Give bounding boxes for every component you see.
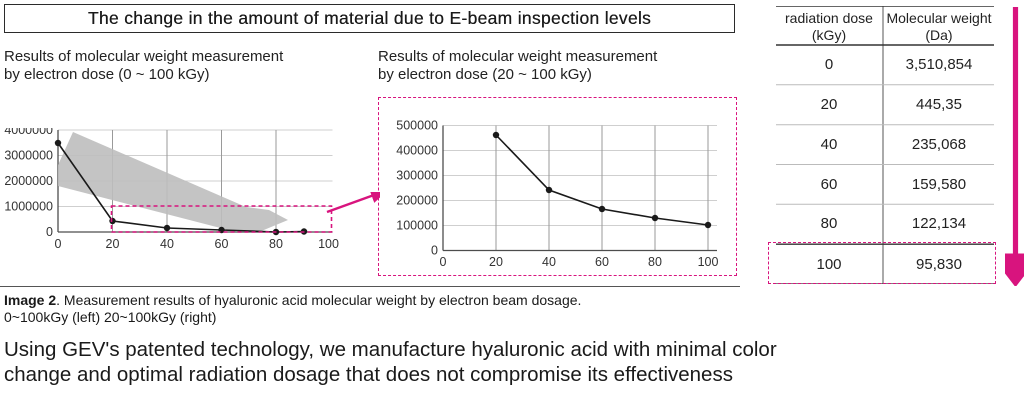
svg-text:80: 80: [821, 215, 838, 232]
svg-text:40: 40: [160, 237, 174, 251]
svg-text:400000: 400000: [396, 144, 438, 158]
svg-text:122,134: 122,134: [912, 215, 966, 232]
svg-text:20: 20: [821, 96, 838, 113]
svg-text:60: 60: [595, 255, 609, 269]
svg-text:80: 80: [269, 237, 283, 251]
svg-text:100: 100: [318, 237, 339, 251]
svg-text:235,068: 235,068: [912, 136, 966, 153]
svg-text:0: 0: [55, 237, 62, 251]
svg-text:3,510,854: 3,510,854: [906, 56, 973, 73]
svg-text:100: 100: [698, 255, 719, 269]
svg-text:500000: 500000: [396, 119, 438, 133]
svg-text:Molecular weight: Molecular weight: [886, 10, 991, 26]
svg-text:0: 0: [440, 255, 447, 269]
svg-text:20: 20: [106, 237, 120, 251]
svg-text:0: 0: [46, 225, 53, 239]
svg-text:radiation dose: radiation dose: [785, 10, 873, 26]
svg-text:3000000: 3000000: [4, 149, 53, 163]
svg-text:100000: 100000: [396, 219, 438, 233]
svg-text:40: 40: [821, 136, 838, 153]
svg-text:4000000: 4000000: [4, 128, 53, 137]
svg-text:(Da): (Da): [925, 27, 952, 43]
svg-text:200000: 200000: [396, 194, 438, 208]
svg-text:0: 0: [431, 244, 438, 258]
svg-text:1000000: 1000000: [4, 200, 53, 214]
svg-text:2000000: 2000000: [4, 174, 53, 188]
svg-text:80: 80: [648, 255, 662, 269]
svg-text:0: 0: [825, 56, 833, 73]
svg-text:(kGy): (kGy): [812, 27, 846, 43]
svg-text:300000: 300000: [396, 169, 438, 183]
svg-text:40: 40: [542, 255, 556, 269]
svg-text:159,580: 159,580: [912, 176, 966, 193]
svg-text:60: 60: [215, 237, 229, 251]
svg-text:20: 20: [489, 255, 503, 269]
svg-text:60: 60: [821, 176, 838, 193]
svg-text:445,35: 445,35: [916, 96, 962, 113]
